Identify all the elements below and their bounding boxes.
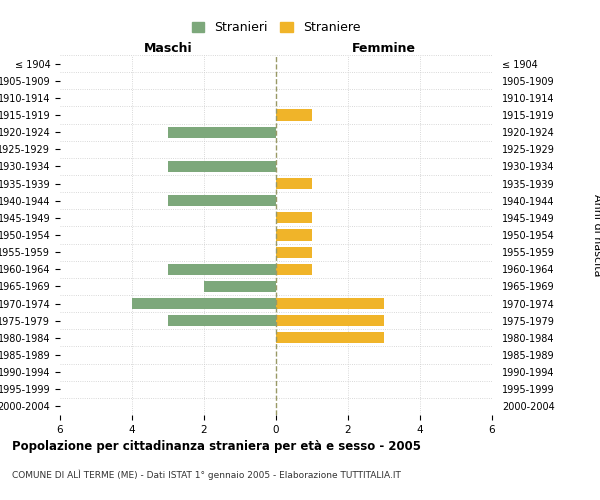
Bar [276,230,312,240]
Bar [276,178,312,189]
Bar [168,264,276,275]
Bar [204,281,276,292]
Bar [132,298,276,309]
Bar [276,110,312,120]
Legend: Stranieri, Straniere: Stranieri, Straniere [192,22,360,35]
Bar [276,315,384,326]
Bar [276,246,312,258]
Bar [168,195,276,206]
Bar [276,298,384,309]
Bar [168,126,276,138]
Text: Maschi: Maschi [143,42,193,55]
Bar [276,264,312,275]
Bar [276,332,384,344]
Bar [168,315,276,326]
Text: Femmine: Femmine [352,42,416,55]
Bar [276,212,312,224]
Text: Popolazione per cittadinanza straniera per età e sesso - 2005: Popolazione per cittadinanza straniera p… [12,440,421,453]
Text: Anni di nascita: Anni di nascita [592,194,600,276]
Text: COMUNE DI ALÌ TERME (ME) - Dati ISTAT 1° gennaio 2005 - Elaborazione TUTTITALIA.: COMUNE DI ALÌ TERME (ME) - Dati ISTAT 1°… [12,470,401,480]
Bar [168,161,276,172]
